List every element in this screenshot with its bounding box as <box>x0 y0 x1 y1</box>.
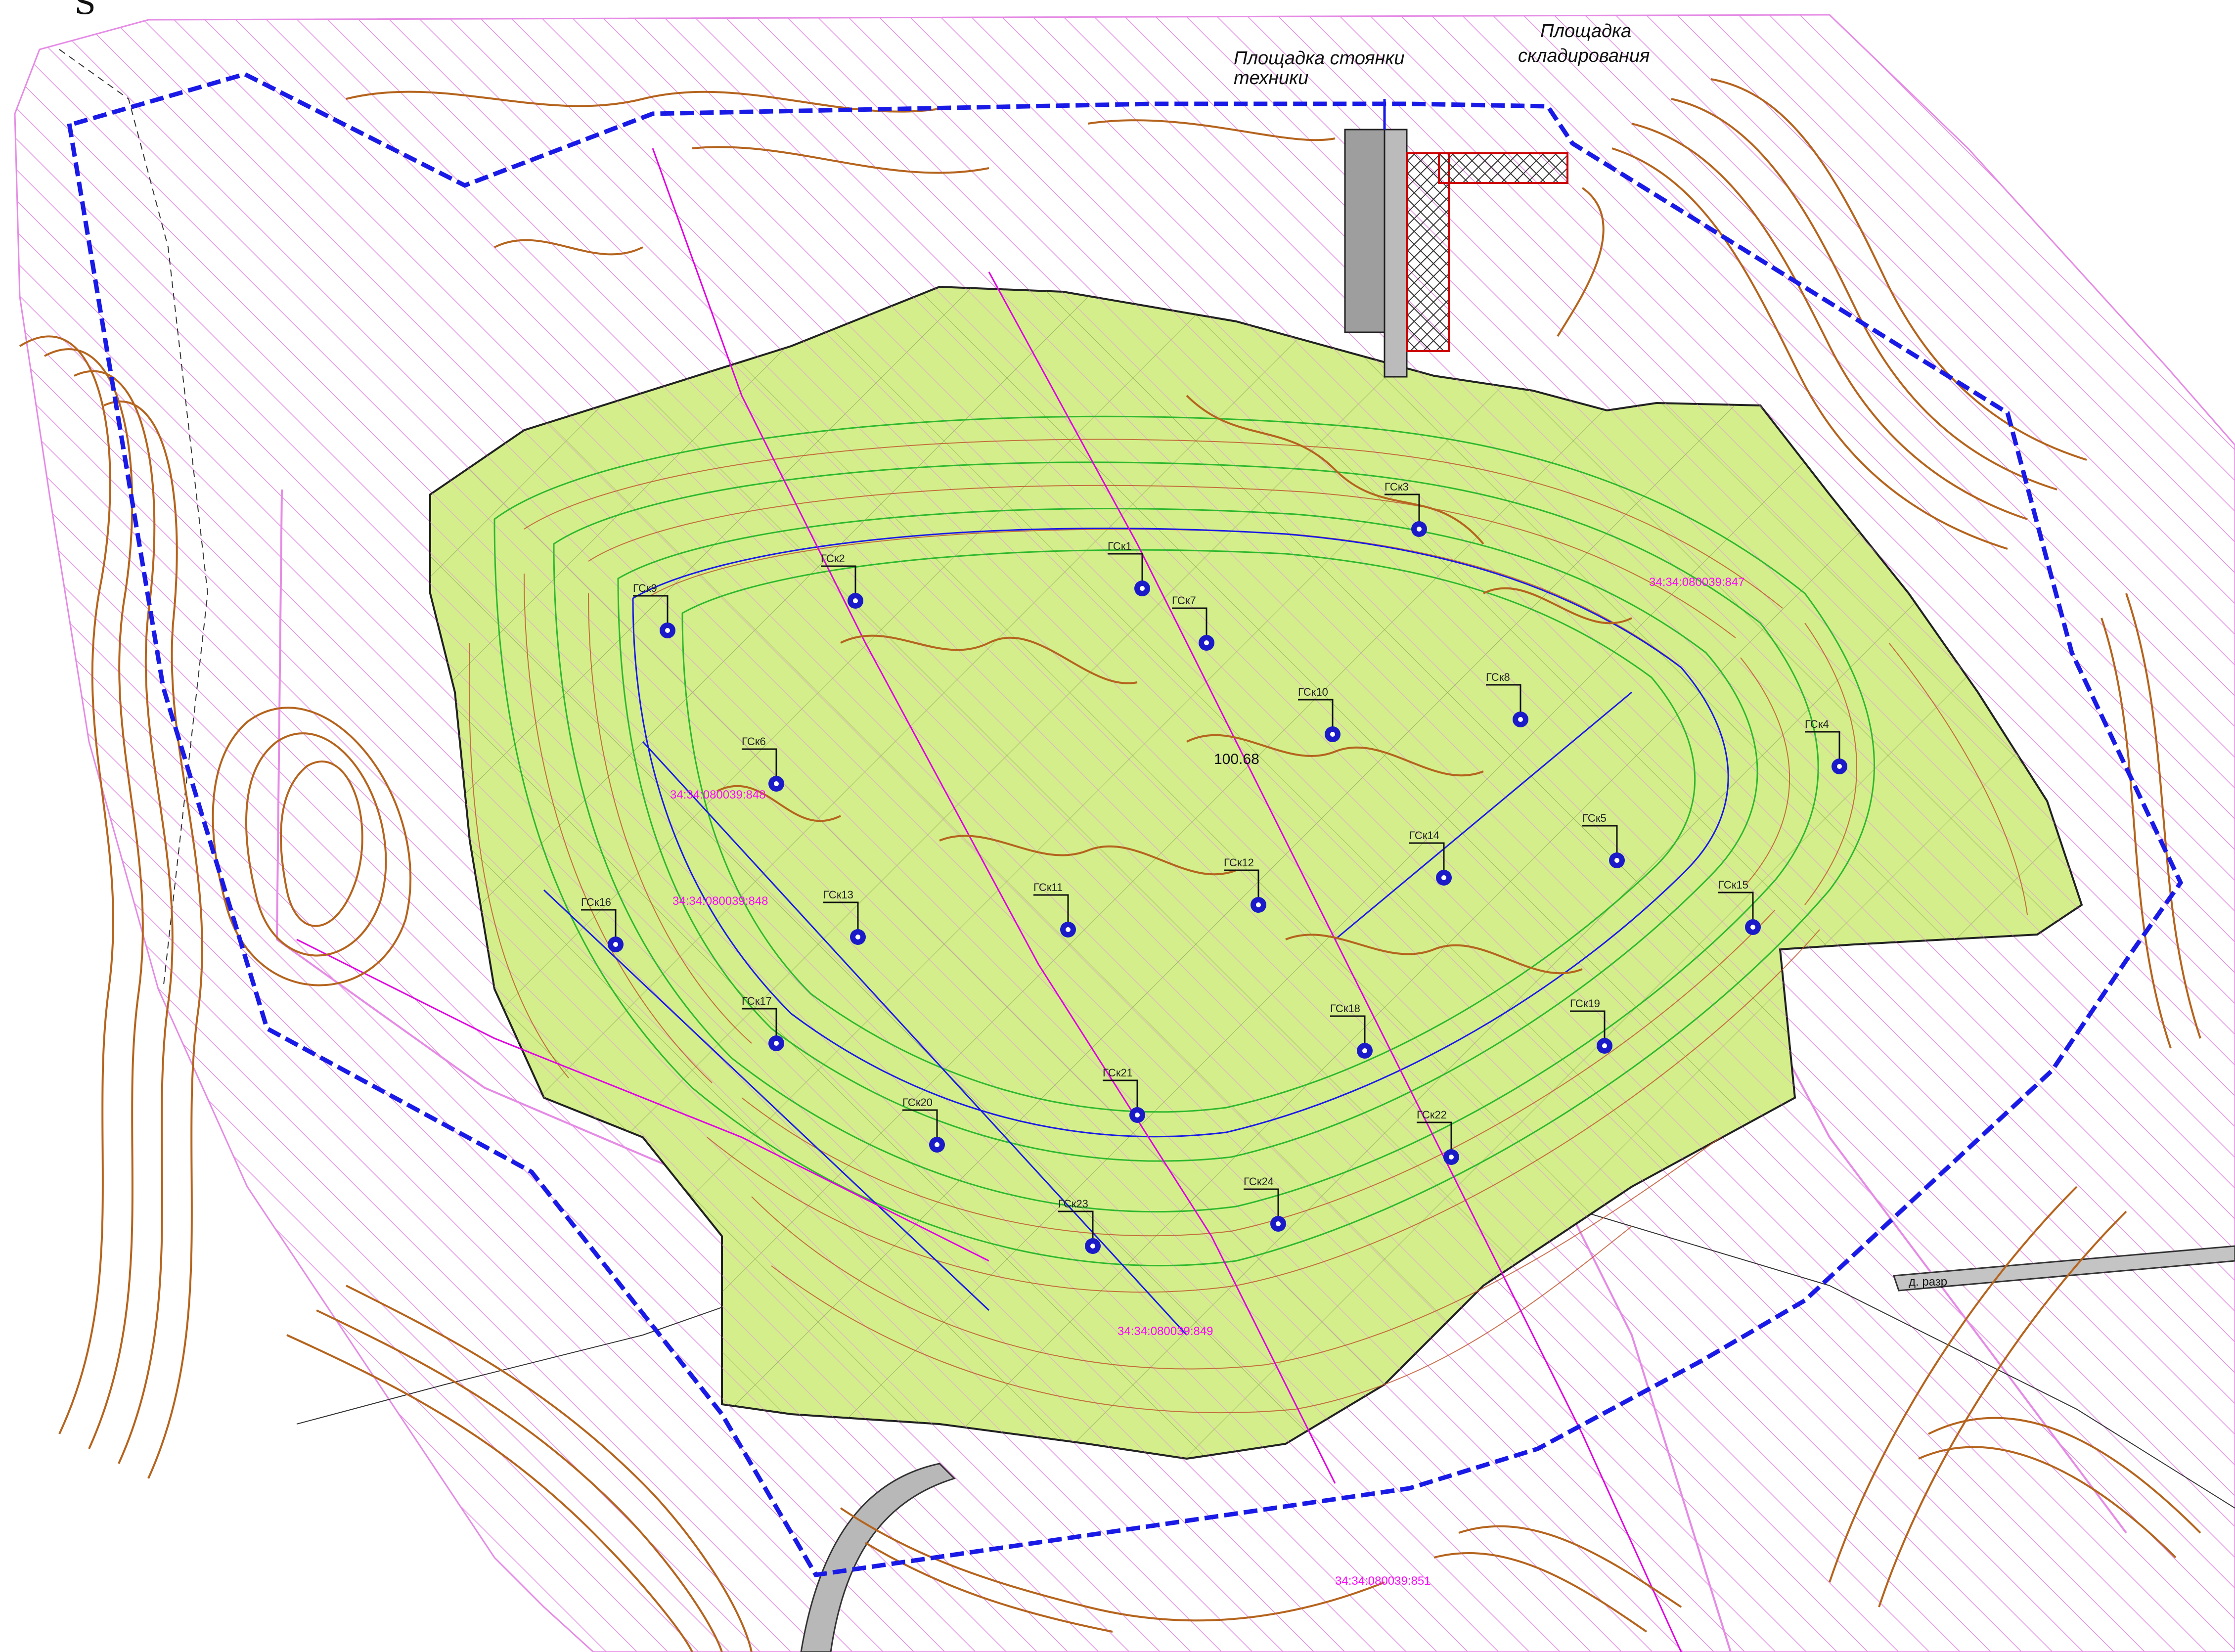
well-marker: ГСк22 <box>1417 1109 1459 1165</box>
well-label: ГСк17 <box>742 995 772 1007</box>
well-marker: ГСк11 <box>1033 881 1076 938</box>
well-label: ГСк7 <box>1172 594 1196 607</box>
well-marker: ГСк15 <box>1718 879 1761 935</box>
design-terraces <box>493 415 1876 1266</box>
well-label: ГСк10 <box>1298 686 1328 698</box>
well-label: ГСк19 <box>1570 997 1600 1010</box>
well-marker: ГСк8 <box>1486 671 1528 727</box>
site-boundary <box>67 72 2184 1577</box>
well-label: ГСк9 <box>633 582 657 594</box>
well-label: ГСк23 <box>1058 1198 1088 1210</box>
well-label: ГСк2 <box>821 552 845 565</box>
parking-label-line1: Площадка стоянки <box>1234 48 1404 69</box>
well-marker: ГСк6 <box>742 735 784 792</box>
well-marker: ГСк10 <box>1298 686 1341 742</box>
well-marker: ГСк5 <box>1582 812 1625 868</box>
well-label: ГСк22 <box>1417 1109 1447 1121</box>
well-label: ГСк13 <box>823 889 853 901</box>
well-label: ГСк11 <box>1033 881 1063 893</box>
well-marker: ГСк3 <box>1385 481 1427 537</box>
well-label: ГСк21 <box>1103 1067 1133 1079</box>
well-label: ГСк18 <box>1330 1002 1360 1015</box>
well-marker: ГСк18 <box>1330 1002 1373 1059</box>
well-marker: ГСк23 <box>1058 1198 1101 1254</box>
well-marker: ГСк14 <box>1409 829 1452 886</box>
well-label: ГСк1 <box>1108 540 1132 552</box>
parking-label-line2: техники <box>1234 68 1308 89</box>
well-label: ГСк5 <box>1582 812 1607 824</box>
well-marker: ГСк21 <box>1103 1067 1145 1123</box>
well-marker: ГСк7 <box>1172 594 1214 651</box>
parking-storage-pad <box>1344 99 1568 378</box>
drainage-lines <box>543 528 1729 1336</box>
well-label: ГСк24 <box>1244 1175 1274 1188</box>
well-label: ГСк20 <box>902 1096 933 1109</box>
storage-label-line2: складирования <box>1518 45 1650 66</box>
well-marker: ГСк24 <box>1244 1175 1286 1232</box>
well-label: ГСк15 <box>1718 879 1748 891</box>
well-label: ГСк12 <box>1224 856 1254 869</box>
well-marker: ГСк19 <box>1570 997 1612 1054</box>
parcel-label: 34:34:080039:848 <box>672 894 768 908</box>
well-label: ГСк4 <box>1805 718 1829 730</box>
well-marker: ГСк20 <box>902 1096 945 1153</box>
well-marker: ГСк1 <box>1108 540 1150 596</box>
well-marker: ГСк12 <box>1224 856 1266 913</box>
well-label: ГСк16 <box>581 896 611 908</box>
well-marker: ГСк2 <box>821 552 863 609</box>
parcel-label: 34:34:080039:847 <box>1649 576 1745 589</box>
parcel-label: 34:34:080039:849 <box>1118 1325 1213 1338</box>
well-label: ГСк14 <box>1409 829 1439 842</box>
well-label: ГСк6 <box>742 735 766 748</box>
well-marker: ГСк17 <box>742 995 784 1051</box>
well-marker: ГСк4 <box>1805 718 1847 774</box>
landfill-area <box>296 148 2083 1652</box>
corner-mark: S <box>74 0 96 22</box>
utility-lines <box>296 148 1682 1652</box>
parcel-label: 34:34:080039:848 <box>670 788 766 802</box>
center-elevation: 100.68 <box>1214 751 1259 767</box>
road-label: д. разр <box>1909 1275 1947 1289</box>
terrain-contours <box>19 78 2201 1652</box>
well-marker: ГСк9 <box>633 582 675 638</box>
storage-label-line1: Площадка <box>1540 21 1631 42</box>
road <box>59 49 2235 1652</box>
wells-layer: ГСк1 ГСк2 ГСк3 ГСк4 ГСк5 ГСк6 ГСк7 ГСк8 ГСк9 ГСк1… <box>581 481 1847 1254</box>
well-label: ГСк8 <box>1486 671 1510 683</box>
parcel-label: 34:34:080039:851 <box>1335 1574 1431 1588</box>
well-marker: ГСк16 <box>581 896 624 952</box>
well-label: ГСк3 <box>1385 481 1409 493</box>
well-marker: ГСк13 <box>823 889 866 945</box>
slope-contours <box>468 439 2028 1414</box>
